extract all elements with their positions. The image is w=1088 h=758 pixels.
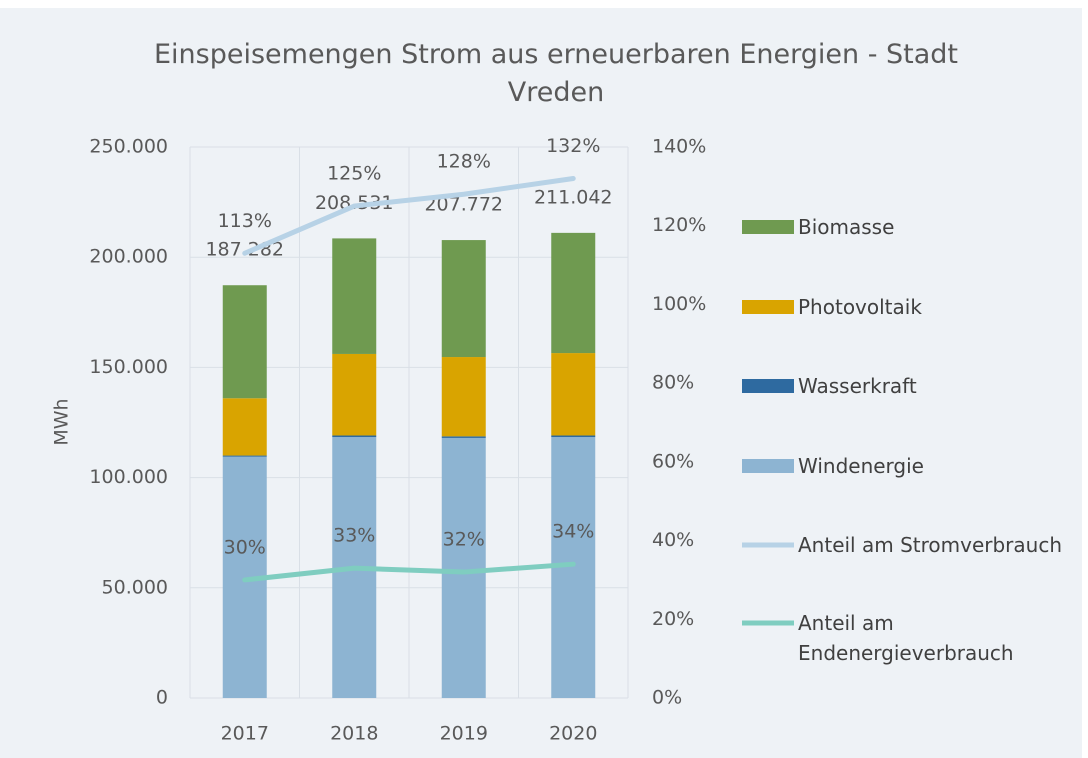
bar-segment bbox=[551, 435, 596, 438]
y2-tick-label: 60% bbox=[652, 450, 694, 472]
data-label: 33% bbox=[333, 525, 375, 547]
legend-label: Wasserkraft bbox=[798, 374, 917, 398]
legend-label: Windenergie bbox=[798, 454, 924, 478]
bar-segment bbox=[332, 238, 377, 354]
bar-segment bbox=[441, 436, 486, 438]
legend-swatch bbox=[742, 379, 794, 393]
bar-segment bbox=[551, 232, 596, 354]
y-tick-label: 50.000 bbox=[102, 576, 168, 598]
y2-tick-label: 100% bbox=[652, 293, 706, 315]
legend-label: Biomasse bbox=[798, 215, 895, 239]
data-label: 128% bbox=[437, 151, 491, 173]
total-label: 207.772 bbox=[424, 194, 503, 216]
y2-tick-label: 120% bbox=[652, 214, 706, 236]
bar-segment bbox=[222, 285, 267, 399]
bar-segment bbox=[332, 435, 377, 438]
x-tick-label: 2020 bbox=[549, 723, 597, 745]
data-label: 34% bbox=[552, 521, 594, 543]
bar-segment bbox=[441, 240, 486, 358]
bar-segment bbox=[332, 353, 377, 436]
bar-segment bbox=[222, 398, 267, 456]
data-label: 132% bbox=[546, 135, 600, 157]
legend-label: Anteil am Stromverbrauch bbox=[798, 533, 1062, 557]
y2-tick-label: 40% bbox=[652, 529, 694, 551]
total-label: 208.531 bbox=[315, 192, 394, 214]
data-label: 30% bbox=[224, 536, 266, 558]
data-label: 113% bbox=[218, 210, 272, 232]
legend-swatch bbox=[742, 300, 794, 314]
data-label: 32% bbox=[443, 529, 485, 551]
x-tick-label: 2018 bbox=[330, 723, 378, 745]
x-tick-label: 2019 bbox=[440, 723, 488, 745]
line bbox=[242, 175, 576, 256]
legend-label: Photovoltaik bbox=[798, 295, 922, 319]
y-tick-label: 250.000 bbox=[89, 136, 168, 158]
bar-segment bbox=[551, 353, 596, 436]
y2-tick-label: 80% bbox=[652, 372, 694, 394]
bar-segment bbox=[441, 437, 486, 698]
legend-swatch bbox=[742, 459, 794, 473]
y-tick-label: 200.000 bbox=[89, 246, 168, 268]
y-tick-label: 0 bbox=[156, 687, 168, 709]
data-label: 125% bbox=[327, 163, 381, 185]
legend-swatch bbox=[742, 220, 794, 234]
legend-label: Anteil am Endenergieverbrauch bbox=[798, 611, 1014, 665]
bar-segment bbox=[441, 357, 486, 437]
y2-tick-label: 140% bbox=[652, 136, 706, 158]
y-axis-label: MWh bbox=[51, 398, 73, 445]
y2-tick-label: 0% bbox=[652, 687, 682, 709]
line bbox=[242, 561, 576, 583]
y-tick-label: 150.000 bbox=[89, 356, 168, 378]
chart-title: Einspeisemengen Strom aus erneuerbaren E… bbox=[153, 39, 959, 108]
y-tick-label: 100.000 bbox=[89, 466, 168, 488]
bar-segment bbox=[222, 455, 267, 457]
chart-background bbox=[0, 8, 1082, 758]
total-label: 211.042 bbox=[534, 186, 613, 208]
x-tick-label: 2017 bbox=[221, 723, 269, 745]
y2-tick-label: 20% bbox=[652, 608, 694, 630]
